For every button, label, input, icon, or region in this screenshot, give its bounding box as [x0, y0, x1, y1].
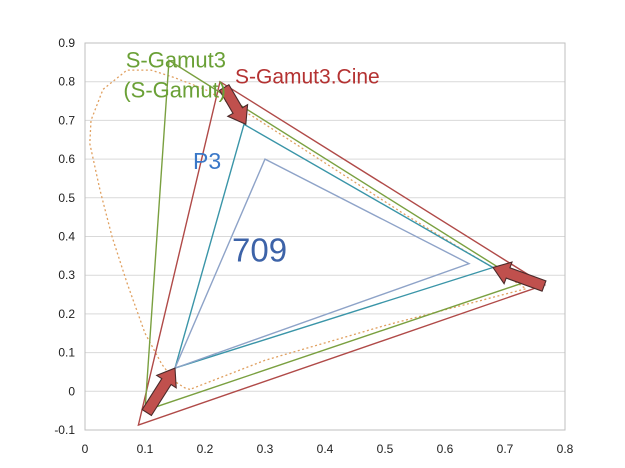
annotation-label: S-Gamut3.Cine [235, 66, 380, 89]
red-arrow [141, 367, 177, 417]
y-tick-label: 0.2 [58, 307, 75, 321]
y-tick-label: 0.5 [58, 191, 75, 205]
spectral-locus-line [89, 69, 528, 391]
x-tick-label: 0.6 [437, 442, 454, 456]
x-tick-label: 0.8 [557, 442, 574, 456]
x-tick-label: 0.7 [497, 442, 514, 456]
spectral-locus [89, 69, 528, 391]
y-tick-label: 0.7 [58, 113, 75, 127]
x-tick-label: 0.1 [137, 442, 154, 456]
arrows-group [141, 83, 547, 417]
y-tick-label: 0.1 [58, 346, 75, 360]
y-tick-label: 0.4 [58, 230, 75, 244]
red-arrow [492, 261, 547, 292]
x-tick-label: 0.3 [257, 442, 274, 456]
gamut-triangle [137, 80, 547, 427]
gamut-triangle [173, 123, 495, 370]
x-tick-label: 0.2 [197, 442, 214, 456]
series-group [137, 59, 547, 427]
plot-area-border [84, 42, 566, 431]
axes: -0.1 0 0.1 0.2 0.3 0.4 0.5 0.6 0.7 0.8 0.9 0 0.1 0.2 0… [54, 36, 573, 456]
y-tick-label: 0 [68, 384, 75, 398]
y-tick-label: -0.1 [54, 423, 75, 437]
y-tick-label: 0.8 [58, 75, 75, 89]
x-tick-label: 0.5 [377, 442, 394, 456]
annotation-label: 709 [232, 232, 287, 269]
gamut-triangle [173, 158, 471, 370]
annotation-label: P3 [193, 148, 221, 174]
y-tick-label: 0.9 [58, 36, 75, 50]
y-tick-label: 0.3 [58, 268, 75, 282]
x-tick-label: 0.4 [317, 442, 334, 456]
x-tick-label: 0 [82, 442, 89, 456]
gamut-triangle [144, 59, 525, 412]
red-arrow [218, 83, 249, 126]
annotation-label: S-Gamut3 (S-Gamut) [123, 48, 226, 103]
labels-group: S-Gamut3 (S-Gamut) S-Gamut3.Cine P3 709 [123, 48, 379, 269]
y-tick-label: 0.6 [58, 152, 75, 166]
